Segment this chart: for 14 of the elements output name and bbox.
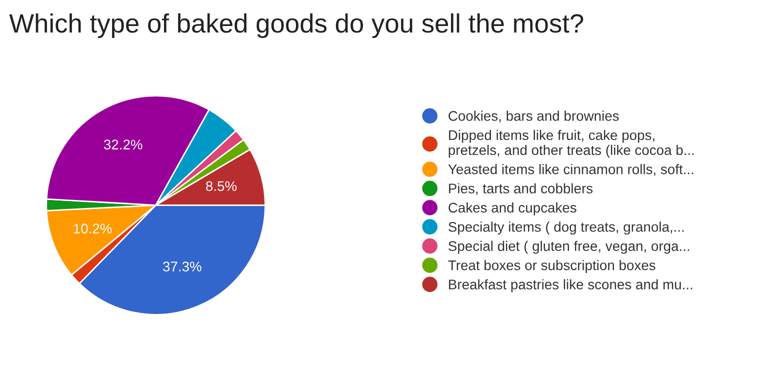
legend-label: Cookies, bars and brownies: [448, 110, 619, 122]
data-label: 32.2%: [104, 140, 142, 150]
legend-label: Specialty items ( dog treats, granola,...: [448, 222, 684, 235]
legend-label: Yeasted items like cinnamon rolls, soft...: [448, 164, 694, 176]
legend-label: Dipped items like fruit, cake pops, pretzels, and other treats (like cocoa b...: [448, 130, 694, 158]
legend-label: Breakfast pastries like scones and mu...: [449, 279, 692, 292]
data-label: 8.5%: [206, 181, 237, 192]
legend-label: Cakes and cupcakes: [448, 202, 576, 216]
legend-label: Special diet ( gluten free, vegan, orga...: [448, 240, 690, 254]
chart-title: Which type of baked goods do you sell the most?: [9, 13, 584, 38]
legend-label: Treat boxes or subscription boxes: [448, 260, 656, 273]
data-label: 10.2%: [74, 224, 112, 234]
legend-label: Pies, tarts and cobblers: [449, 183, 593, 196]
data-label: 37.3%: [163, 262, 202, 272]
